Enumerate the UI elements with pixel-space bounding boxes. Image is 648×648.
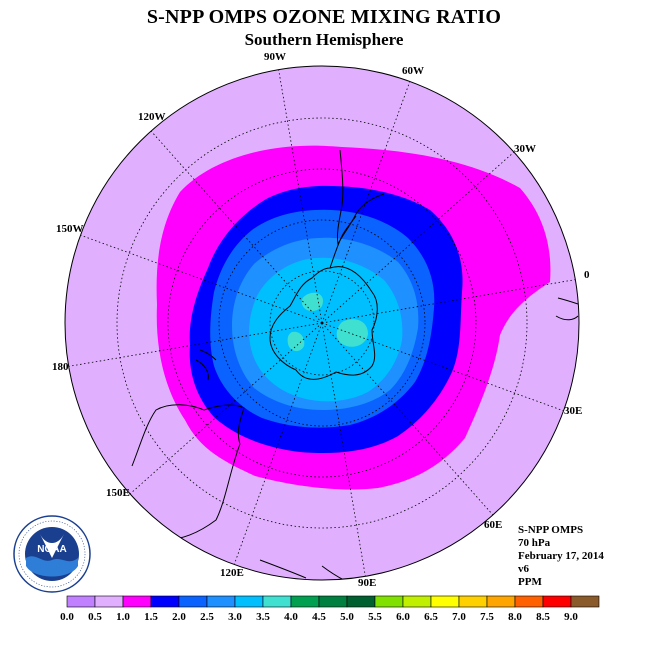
- colorbar-swatch: [290, 595, 320, 608]
- lon-label-30e: 30E: [564, 405, 582, 417]
- colorbar-tick-label: 1.0: [116, 611, 130, 623]
- colorbar-swatch: [234, 595, 264, 608]
- colorbar-swatch: [66, 595, 96, 608]
- colorbar-tick-label: 9.0: [564, 611, 578, 623]
- coastlines: [131, 149, 579, 580]
- colorbar-tick-label: 7.5: [480, 611, 494, 623]
- info-instrument: S-NPP OMPS: [518, 524, 584, 536]
- colorbar-tick-label: 3.0: [228, 611, 242, 623]
- lon-label-180: 180: [52, 361, 69, 373]
- colorbar-swatch: [430, 595, 460, 608]
- colorbar-swatch: [458, 595, 488, 608]
- info-level: 70 hPa: [518, 537, 551, 549]
- info-version: v6: [518, 563, 529, 575]
- colorbar-swatch: [346, 595, 376, 608]
- graticule: [65, 66, 579, 580]
- svg-text:NOAA: NOAA: [37, 544, 66, 555]
- lon-label-30w: 30W: [514, 143, 536, 155]
- colorbar-swatch: [122, 595, 152, 608]
- africa-coastline: [555, 297, 579, 321]
- colorbar-tick-label: 4.0: [284, 611, 298, 623]
- antarctica-coastline: [269, 266, 378, 380]
- colorbar-swatch: [402, 595, 432, 608]
- band-3-0-3-5: [249, 257, 403, 402]
- south-america-coastline: [337, 149, 385, 246]
- noaa-logo: NOAA: [13, 515, 91, 593]
- colorbar-tick-label: 5.0: [340, 611, 354, 623]
- colorbar-tick-label: 5.5: [368, 611, 382, 623]
- info-units: PPM: [518, 576, 542, 588]
- info-date: February 17, 2014: [518, 550, 604, 562]
- colorbar-swatches: [66, 595, 600, 608]
- colorbar-swatch: [150, 595, 180, 608]
- colorbar-swatch: [542, 595, 572, 608]
- lon-label-150w: 150W: [56, 223, 84, 235]
- colorbar-swatch: [486, 595, 516, 608]
- colorbar-tick-label: 6.5: [424, 611, 438, 623]
- colorbar-tick-label: 2.0: [172, 611, 186, 623]
- colorbar-swatch: [206, 595, 236, 608]
- colorbar-swatch: [94, 595, 124, 608]
- colorbar-tick-label: 3.5: [256, 611, 270, 623]
- lon-label-90w: 90W: [264, 51, 286, 63]
- colorbar-tick-label: 0.0: [60, 611, 74, 623]
- lon-label-60e: 60E: [484, 519, 502, 531]
- colorbar-tick-label: 1.5: [144, 611, 158, 623]
- new-zealand-coastline: [195, 349, 217, 381]
- lon-label-150e: 150E: [106, 487, 130, 499]
- lon-label-120w: 120W: [138, 111, 166, 123]
- colorbar-swatch: [514, 595, 544, 608]
- colorbar: 0.0 0.5 1.0 1.5 2.0 2.5 3.0 3.5 4.0 4.5 5.0 5.5 6.0 6…: [60, 595, 600, 623]
- map-outline: [64, 65, 580, 581]
- colorbar-labels: 0.0 0.5 1.0 1.5 2.0 2.5 3.0 3.5 4.0 4.5 5.0 5.5 6.0 6…: [60, 611, 578, 623]
- lon-label-60w: 60W: [402, 65, 424, 77]
- colorbar-tick-label: 8.0: [508, 611, 522, 623]
- colorbar-tick-label: 6.0: [396, 611, 410, 623]
- colorbar-tick-label: 0.5: [88, 611, 102, 623]
- colorbar-tick-label: 8.5: [536, 611, 550, 623]
- colorbar-tick-label: 2.5: [200, 611, 214, 623]
- colorbar-swatch: [374, 595, 404, 608]
- lon-label-0: 0: [584, 269, 590, 281]
- map-subtitle: Southern Hemisphere: [244, 30, 404, 49]
- colorbar-tick-label: 4.5: [312, 611, 326, 623]
- colorbar-swatch: [262, 595, 292, 608]
- australia-coastline: [131, 404, 245, 541]
- map-title: S-NPP OMPS OZONE MIXING RATIO: [146, 6, 502, 28]
- colorbar-tick-label: 7.0: [452, 611, 466, 623]
- info-panel: S-NPP OMPS 70 hPa February 17, 2014 v6 P…: [518, 524, 604, 589]
- colorbar-swatch: [318, 595, 348, 608]
- colorbar-swatch: [570, 595, 600, 608]
- lon-label-90e: 90E: [358, 577, 376, 589]
- lon-label-120e: 120E: [220, 567, 244, 579]
- colorbar-swatch: [178, 595, 208, 608]
